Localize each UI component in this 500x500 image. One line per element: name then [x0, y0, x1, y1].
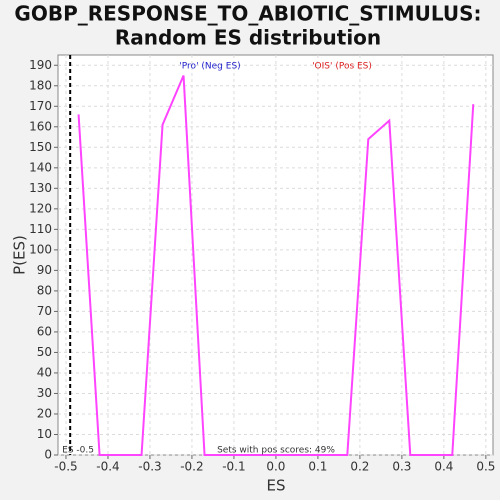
x-tick-label: -0.5: [54, 460, 77, 474]
x-tick-label: 0.1: [308, 460, 327, 474]
y-tick-label: 40: [37, 365, 52, 379]
annotation: Sets with pos scores: 49%: [217, 446, 335, 456]
y-tick-label: 50: [37, 345, 52, 359]
x-tick-label: 0.5: [476, 460, 495, 474]
y-tick-label: 100: [29, 242, 52, 256]
y-tick-label: 80: [37, 283, 52, 297]
x-tick-label: -0.4: [96, 460, 119, 474]
y-tick-label: 150: [29, 140, 52, 154]
x-tick-label: -0.1: [222, 460, 245, 474]
chart-title: Random ES distribution: [115, 26, 381, 50]
y-tick-label: 160: [29, 119, 52, 133]
y-tick-label: 90: [37, 263, 52, 277]
y-tick-label: 0: [44, 448, 52, 462]
annotation: 'Pro' (Neg ES): [179, 62, 240, 72]
y-tick-label: 140: [29, 160, 52, 174]
x-tick-label: 0.0: [266, 460, 285, 474]
y-tick-label: 110: [29, 222, 52, 236]
y-axis-label: P(ES): [11, 235, 29, 275]
y-tick-label: 70: [37, 304, 52, 318]
y-tick-label: 60: [37, 324, 52, 338]
y-tick-label: 30: [37, 386, 52, 400]
es-label: ES -0.5: [62, 446, 94, 456]
y-tick-label: 170: [29, 99, 52, 113]
x-tick-label: -0.3: [138, 460, 161, 474]
x-tick-label: 0.2: [350, 460, 369, 474]
chart-title: GOBP_RESPONSE_TO_ABIOTIC_STIMULUS:: [14, 2, 481, 26]
y-tick-label: 130: [29, 181, 52, 195]
y-tick-label: 20: [37, 406, 52, 420]
x-tick-label: 0.3: [392, 460, 411, 474]
y-tick-label: 120: [29, 201, 52, 215]
y-tick-label: 180: [29, 78, 52, 92]
y-tick-label: 10: [37, 427, 52, 441]
y-tick-label: 190: [29, 58, 52, 72]
annotation: 'OIS' (Pos ES): [312, 62, 372, 72]
x-tick-label: -0.2: [180, 460, 203, 474]
x-axis-label: ES: [267, 477, 286, 495]
x-tick-label: 0.4: [434, 460, 453, 474]
es-distribution-line: [77, 75, 475, 456]
